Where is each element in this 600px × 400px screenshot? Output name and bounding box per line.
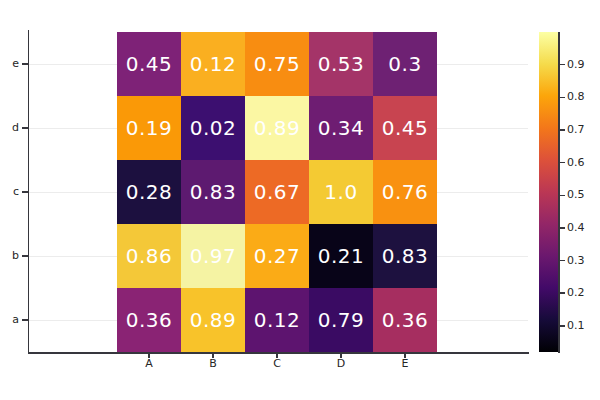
cell-annotation: 0.34 <box>318 116 365 140</box>
heatmap-cell-bE: 0.83 <box>373 224 437 288</box>
cell-annotation: 0.19 <box>126 116 173 140</box>
heatmap-cell-dC: 0.89 <box>245 96 309 160</box>
heatmap-cell-bC: 0.27 <box>245 224 309 288</box>
cell-annotation: 0.83 <box>190 180 237 204</box>
cell-annotation: 0.12 <box>190 52 237 76</box>
colorbar-tick-mark <box>560 162 565 164</box>
cell-annotation: 0.36 <box>382 308 429 332</box>
heatmap-cell-bA: 0.86 <box>117 224 181 288</box>
heatmap-cell-dD: 0.34 <box>309 96 373 160</box>
cell-annotation: 0.12 <box>254 308 301 332</box>
colorbar-gradient <box>539 32 558 352</box>
cell-annotation: 0.28 <box>126 180 173 204</box>
y-tick-label-d: d <box>1 122 19 134</box>
colorbar-tick-mark <box>560 325 565 327</box>
cell-annotation: 0.36 <box>126 308 173 332</box>
colorbar-tick-mark <box>560 227 565 229</box>
colorbar-tick-mark <box>560 260 565 262</box>
colorbar-tick-label-0.6: 0.6 <box>567 157 599 169</box>
y-tick-label-e: e <box>1 58 19 70</box>
colorbar-tick-mark <box>560 64 565 66</box>
heatmap-cell-eD: 0.53 <box>309 32 373 96</box>
heatmap-cell-cB: 0.83 <box>181 160 245 224</box>
cell-annotation: 0.02 <box>190 116 237 140</box>
cell-annotation: 0.89 <box>254 116 301 140</box>
colorbar-tick-label-0.1: 0.1 <box>567 320 599 332</box>
colorbar-tick-label-0.8: 0.8 <box>567 91 599 103</box>
colorbar-tick-label-0.3: 0.3 <box>567 255 599 267</box>
heatmap-figure: 0.45 0.12 0.75 0.53 0.3 0.19 0.02 0.89 0.34 0.45 0… <box>0 0 600 400</box>
heatmap-cell-aC: 0.12 <box>245 288 309 352</box>
colorbar-tick-label-0.2: 0.2 <box>567 287 599 299</box>
cell-annotation: 0.45 <box>382 116 429 140</box>
y-tick-label-a: a <box>1 314 19 326</box>
cell-annotation: 0.3 <box>388 52 421 76</box>
x-axis-line <box>28 352 530 354</box>
y-tick-mark <box>22 319 28 321</box>
cell-annotation: 0.21 <box>318 244 365 268</box>
x-tick-label-A: A <box>134 357 164 370</box>
y-tick-mark <box>22 63 28 65</box>
heatmap-cell-dB: 0.02 <box>181 96 245 160</box>
heatmap-cell-cC: 0.67 <box>245 160 309 224</box>
heatmap-cell-bB: 0.97 <box>181 224 245 288</box>
cell-annotation: 0.89 <box>190 308 237 332</box>
colorbar-tick-mark <box>560 292 565 294</box>
cell-annotation: 0.86 <box>126 244 173 268</box>
cell-annotation: 0.45 <box>126 52 173 76</box>
cell-annotation: 0.53 <box>318 52 365 76</box>
heatmap-cell-bD: 0.21 <box>309 224 373 288</box>
cell-annotation: 0.79 <box>318 308 365 332</box>
heatmap-cell-eA: 0.45 <box>117 32 181 96</box>
colorbar-tick-mark <box>560 129 565 131</box>
colorbar-tick-label-0.4: 0.4 <box>567 222 599 234</box>
x-tick-label-D: D <box>326 357 356 370</box>
cell-annotation: 0.67 <box>254 180 301 204</box>
heatmap-cell-dE: 0.45 <box>373 96 437 160</box>
x-tick-label-B: B <box>198 357 228 370</box>
y-tick-label-c: c <box>1 186 19 198</box>
colorbar-tick-mark <box>560 97 565 99</box>
cell-annotation: 1.0 <box>324 180 357 204</box>
heatmap-cell-aD: 0.79 <box>309 288 373 352</box>
y-tick-mark <box>22 191 28 193</box>
heatmap-cell-eE: 0.3 <box>373 32 437 96</box>
cell-annotation: 0.75 <box>254 52 301 76</box>
y-tick-mark <box>22 127 28 129</box>
colorbar-tick-mark <box>560 195 565 197</box>
heatmap-cell-eC: 0.75 <box>245 32 309 96</box>
heatmap-cell-aA: 0.36 <box>117 288 181 352</box>
colorbar-axis-line <box>558 32 560 353</box>
y-tick-mark <box>22 255 28 257</box>
colorbar-tick-label-0.7: 0.7 <box>567 124 599 136</box>
heatmap-cell-dA: 0.19 <box>117 96 181 160</box>
x-tick-label-E: E <box>390 357 420 370</box>
cell-annotation: 0.76 <box>382 180 429 204</box>
cell-annotation: 0.97 <box>190 244 237 268</box>
colorbar-tick-label-0.5: 0.5 <box>567 189 599 201</box>
heatmap-cell-aE: 0.36 <box>373 288 437 352</box>
heatmap-cell-cE: 0.76 <box>373 160 437 224</box>
heatmap-cell-aB: 0.89 <box>181 288 245 352</box>
cell-annotation: 0.83 <box>382 244 429 268</box>
heatmap-cell-cD: 1.0 <box>309 160 373 224</box>
colorbar-tick-label-0.9: 0.9 <box>567 59 599 71</box>
x-tick-label-C: C <box>262 357 292 370</box>
y-tick-label-b: b <box>1 250 19 262</box>
heatmap-cell-cA: 0.28 <box>117 160 181 224</box>
cell-annotation: 0.27 <box>254 244 301 268</box>
heatmap-cell-eB: 0.12 <box>181 32 245 96</box>
